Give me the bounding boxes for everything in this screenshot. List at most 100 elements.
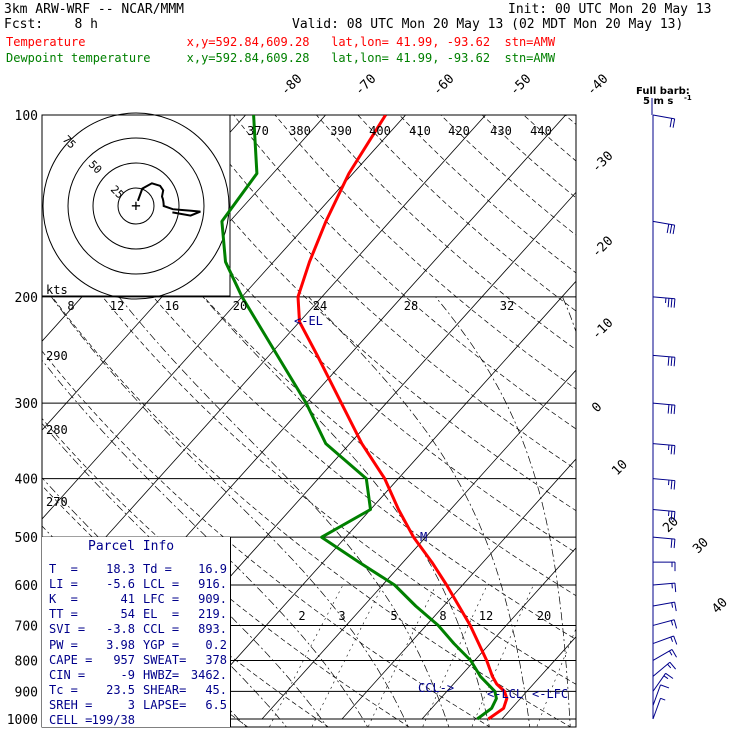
pressure-tick-label: 100 (15, 109, 38, 124)
valid-time: Valid: 08 UTC Mon 20 May 13 (02 MDT Mon … (292, 17, 684, 32)
wind-barb-feather (673, 619, 678, 629)
wind-barb-staff (652, 649, 673, 661)
pressure-tick-label: 700 (15, 619, 38, 634)
dry-adiabat (274, 115, 576, 390)
parcel-param-name: K = (49, 592, 78, 607)
wind-barb-feather (663, 675, 669, 680)
wind-barb-feather (667, 356, 670, 366)
mixing-ratio-line (471, 584, 534, 727)
hodograph-ring (67, 137, 205, 275)
parcel-info-title: Parcel Info (88, 539, 175, 554)
parcel-param-value: 0.2 (205, 637, 227, 652)
wind-barb-feather (670, 620, 674, 626)
parcel-info-row: TT = 54 EL = 219. (49, 607, 229, 622)
parcel-param-value: -3.8 (106, 622, 135, 637)
temperature-tick-label: -60 (430, 72, 457, 99)
parcel-param-name: SVI = (49, 622, 86, 637)
wind-barb-feather (667, 298, 670, 308)
temperature-tick-label: -50 (507, 72, 534, 99)
wind-barb-staff (652, 114, 675, 120)
wind-barb (652, 509, 676, 521)
pressure-tick-label: 800 (15, 654, 38, 669)
dry-adiabat (648, 115, 740, 732)
isotherm (582, 115, 740, 719)
parcel-param-name: HWBZ= (143, 667, 180, 682)
mixing-ratio-label: 24 (313, 299, 327, 313)
wind-barb-feather (673, 357, 676, 367)
hodograph-center: + (131, 196, 141, 215)
barb-legend-units: 5 m s (643, 96, 673, 107)
hodograph-ring (117, 187, 155, 225)
wind-barb-staff (652, 698, 661, 720)
theta-label: 270 (46, 495, 68, 509)
theta-label: 440 (530, 124, 552, 138)
parcel-param-value: -5.6 (106, 577, 135, 592)
temperature-tick-label: -20 (589, 234, 616, 261)
moist-adiabat (118, 296, 450, 727)
dry-adiabat (191, 115, 576, 470)
wind-barb-staff (652, 478, 675, 482)
moist-adiabat (562, 296, 576, 333)
parcel-info-row: SVI = -3.8 CCL = 893. (49, 622, 229, 637)
el-marker: <-EL (294, 314, 323, 328)
theta-label: 420 (448, 124, 470, 138)
parcel-info-panel: Parcel Info T = 18.3 Td = 16.9 LI = -5.6 LCL =… (42, 537, 231, 727)
dry-adiabat (109, 115, 576, 554)
wind-barb-feather (673, 405, 676, 415)
theta-label: 400 (369, 124, 391, 138)
wind-barb-feather (674, 583, 677, 593)
mixing-ratio-label: 20 (233, 299, 247, 313)
parcel-info-row: Tc = 23.5 SHEAR= 45. (49, 683, 229, 698)
parcel-info-row: CIN = -9 HWBZ= 3462. (49, 668, 229, 683)
theta-label: 390 (330, 124, 352, 138)
mixing-ratio-label: 16 (165, 299, 179, 313)
parcel-param-name: LI = (49, 577, 78, 592)
model-title: 3km ARW-WRF -- NCAR/MMM (4, 2, 185, 17)
parcel-param-name: TT = (49, 607, 78, 622)
lcl-marker: <-LCL (487, 687, 523, 701)
parcel-param-name: CIN = (49, 667, 86, 682)
wind-barb (652, 443, 676, 455)
moist-adiabat (202, 296, 490, 727)
wind-barb (652, 661, 677, 677)
wind-barb-staff (652, 536, 675, 540)
pressure-tick-label: 900 (15, 685, 38, 700)
pressure-tick-label: 300 (15, 397, 38, 412)
parcel-param-value: 199/38 (91, 713, 135, 727)
parcel-param-name: CAPE = (49, 652, 93, 667)
wind-barb (652, 619, 678, 629)
dry-adiabat (42, 213, 576, 685)
wind-barb-feather (672, 118, 676, 128)
mixing-ratio-label: 5 (390, 609, 397, 623)
wind-barb (652, 114, 676, 128)
wind-barb-feather (671, 602, 674, 608)
parcel-param-value: 909. (198, 592, 227, 607)
isotherm (662, 115, 740, 719)
mixing-ratio-line (311, 584, 384, 727)
wind-barb-staff (652, 661, 671, 677)
parcel-param-value: 378 (205, 652, 227, 667)
wind-barb-staff (652, 354, 675, 358)
wind-barb (652, 672, 674, 692)
wind-barb-feather (673, 511, 676, 521)
wind-barb-feather (667, 404, 670, 414)
parcel-param-name: Tc = (49, 682, 78, 697)
wind-barb (652, 635, 678, 645)
mixing-ratio-label: 2 (298, 609, 305, 623)
hodograph-frame (41, 114, 231, 297)
wind-barb-feather (669, 661, 677, 670)
temperature-tick-label: 10 (609, 457, 631, 479)
parcel-info-row: K = 41 LFC = 909. (49, 592, 229, 607)
temperature-tick-label: -30 (589, 149, 616, 176)
dry-adiabat (42, 350, 491, 727)
wind-barb-staff (652, 402, 675, 406)
parcel-info-row: SREH = 3 LAPSE= 6.5 (49, 698, 229, 713)
parcel-param-value: 16.9 (198, 562, 227, 576)
theta-label: 380 (289, 124, 311, 138)
wind-barb-staff (652, 443, 675, 447)
wind-barb-feather (673, 539, 676, 549)
parcel-param-value: 957 (113, 652, 135, 667)
mixing-ratio-line (268, 584, 344, 727)
parcel-info-row: CAPE = 957 SWEAT= 378 (49, 653, 229, 668)
